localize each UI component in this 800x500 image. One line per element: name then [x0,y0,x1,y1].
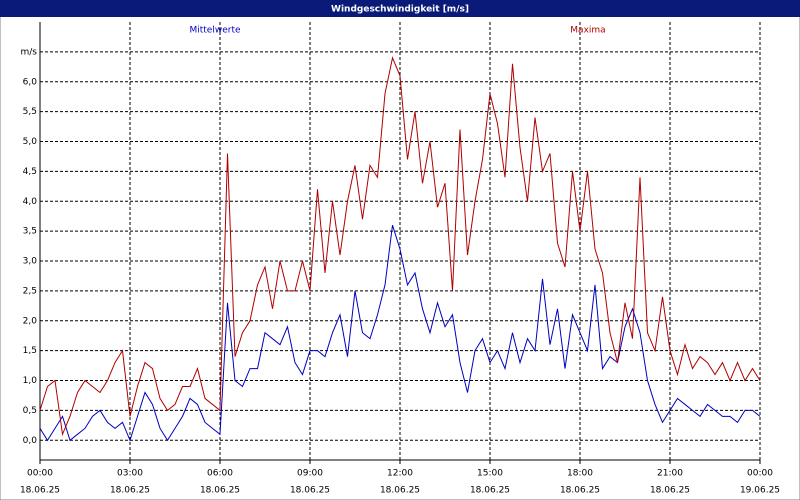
x-tick-label: 12:00 [387,469,413,479]
y-tick-label: 4,0 [23,197,38,207]
y-tick-label: 5,5 [23,107,37,117]
x-tick-label: 15:00 [477,469,503,479]
x-tick-date: 19.06.25 [740,486,780,496]
x-tick-date: 18.06.25 [290,486,330,496]
y-tick-label: 0,5 [23,406,37,416]
legend-label: Maxima [570,26,605,36]
series-line [39,225,761,442]
x-tick-label: 06:00 [207,469,233,479]
y-tick-label: m/s [21,47,38,57]
x-tick-label: 00:00 [747,469,773,479]
x-tick-date: 18.06.25 [650,486,690,496]
x-tick-date: 18.06.25 [200,486,240,496]
y-tick-label: 3,5 [23,227,37,237]
y-tick-label: 6,0 [23,77,38,87]
y-tick-label: 3,0 [23,257,38,267]
x-tick-date: 18.06.25 [20,486,60,496]
y-tick-label: 2,5 [23,286,37,296]
chart-title: Windgeschwindigkeit [m/s] [331,5,469,15]
title-bar [0,0,800,17]
y-tick-label: 5,0 [23,137,38,147]
x-tick-date: 18.06.25 [380,486,420,496]
x-tick-label: 09:00 [297,469,323,479]
series-line [39,56,761,437]
y-tick-label: 2,0 [23,316,38,326]
x-tick-label: 03:00 [117,469,143,479]
x-tick-date: 18.06.25 [470,486,510,496]
legend-label: Mittelwerte [189,26,240,36]
x-tick-date: 18.06.25 [110,486,150,496]
x-tick-label: 21:00 [657,469,683,479]
y-tick-label: 4,5 [23,167,37,177]
x-tick-label: 18:00 [567,469,593,479]
x-tick-label: 00:00 [27,469,53,479]
y-tick-label: 1,5 [23,346,37,356]
y-tick-label: 0,0 [23,436,38,446]
x-tick-date: 18.06.25 [560,486,600,496]
y-tick-label: 1,0 [23,376,38,386]
